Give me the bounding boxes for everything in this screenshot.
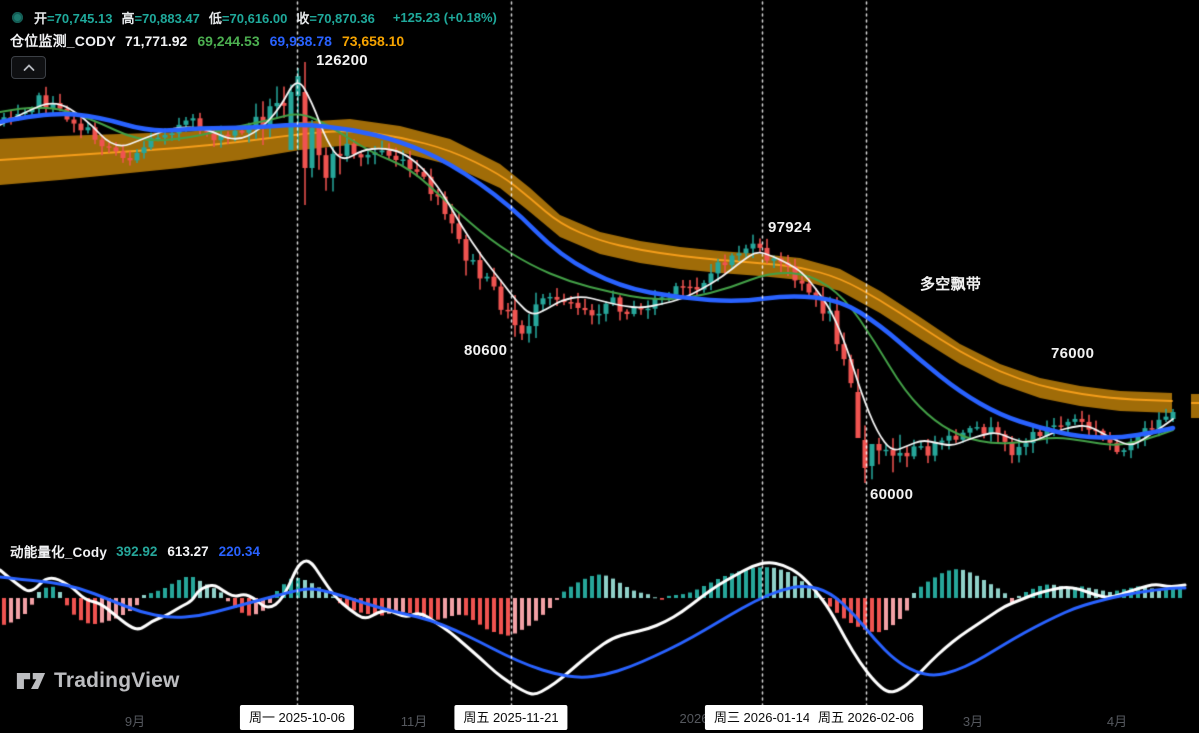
collapse-pane-button[interactable] xyxy=(11,56,46,79)
chevron-up-icon xyxy=(23,63,34,71)
tradingview-logo-text: TradingView xyxy=(54,669,180,692)
tradingview-watermark[interactable]: TradingView xyxy=(16,668,180,694)
tradingview-logo-icon xyxy=(16,673,46,689)
